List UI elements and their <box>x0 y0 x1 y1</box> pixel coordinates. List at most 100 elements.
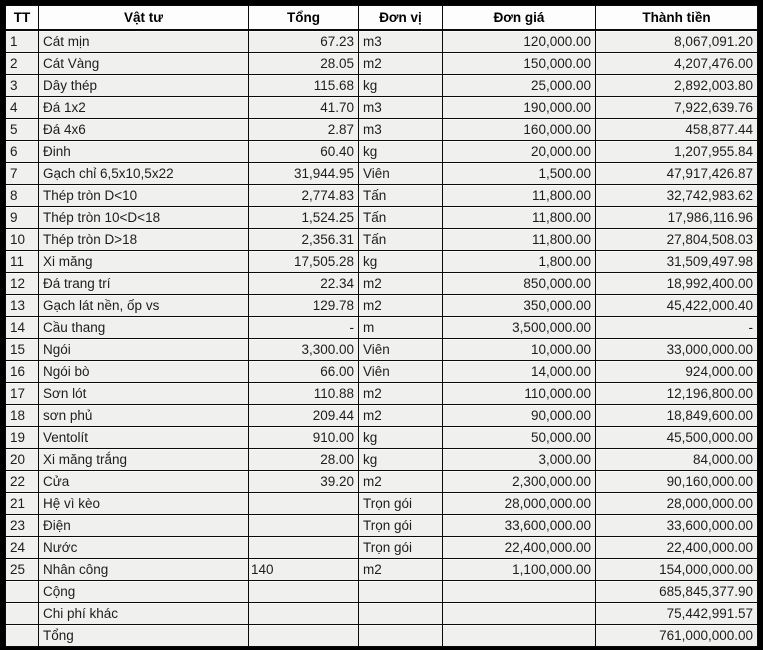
cell-thanh_tien: 90,160,000.00 <box>595 470 758 493</box>
cell-vat_tu: Thép tròn D<10 <box>38 184 249 207</box>
cell-tong: 67.23 <box>248 29 359 53</box>
cell-don_gia: 22,400,000.00 <box>442 536 596 559</box>
table-row: 16 Ngói bò 66.00 Viên 14,000.00 924,000.00 <box>5 360 758 383</box>
cell-don_vi: Tấn <box>358 184 443 207</box>
table-row: 4 Đá 1x2 41.70 m3 190,000.00 7,922,639.76 <box>5 96 758 119</box>
cell-don_gia: 190,000.00 <box>442 96 596 119</box>
cell-tong <box>248 580 359 603</box>
cell-vat_tu: sơn phủ <box>38 404 249 427</box>
cell-don_gia: 850,000.00 <box>442 272 596 295</box>
cell-don_vi <box>358 580 443 603</box>
cell-vat_tu: Tổng <box>38 624 249 647</box>
table-row: 6 Đinh 60.40 kg 20,000.00 1,207,955.84 <box>5 140 758 163</box>
cell-don_vi: m2 <box>358 294 443 317</box>
cell-vat_tu: Nhân công <box>38 558 249 581</box>
cell-vat_tu: Đá trang trí <box>38 272 249 295</box>
cell-tong: 140 <box>248 558 359 581</box>
cell-tong: 3,300.00 <box>248 338 359 361</box>
cell-don_gia: 3,000.00 <box>442 448 596 471</box>
table-row: 21 Hệ vì kèo Trọn gói 28,000,000.00 28,000,0… <box>5 492 758 515</box>
cell-vat_tu: Ventolít <box>38 426 249 449</box>
cell-thanh_tien: 32,742,983.62 <box>595 184 758 207</box>
cell-don_vi: m2 <box>358 52 443 75</box>
cell-vat_tu: Cát mịn <box>38 29 249 53</box>
cell-tt: 15 <box>5 338 39 361</box>
cell-don_gia: 14,000.00 <box>442 360 596 383</box>
cell-tt: 24 <box>5 536 39 559</box>
cell-tt: 19 <box>5 426 39 449</box>
table-row: 3 Dây thép 115.68 kg 25,000.00 2,892,003.80 <box>5 74 758 97</box>
cell-thanh_tien: 27,804,508.03 <box>595 228 758 251</box>
cell-thanh_tien: 33,600,000.00 <box>595 514 758 537</box>
table-row: 14 Cầu thang - m 3,500,000.00- <box>5 316 758 339</box>
cell-thanh_tien: 924,000.00 <box>595 360 758 383</box>
cell-don_vi: kg <box>358 74 443 97</box>
materials-cost-table: TT Vật tư Tổng Đơn vị Đơn giá Thành tiền 1 Cát… <box>5 5 758 647</box>
cell-don_gia: 1,800.00 <box>442 250 596 273</box>
column-header-thanh_tien: Thành tiền <box>595 5 758 31</box>
cell-vat_tu: Cửa <box>38 470 249 493</box>
table-row: 9 Thép tròn 10<D<18 1,524.25 Tấn 11,800.00 17… <box>5 206 758 229</box>
cell-don_gia: 120,000.00 <box>442 29 596 53</box>
cell-tt <box>5 602 39 625</box>
cell-don_vi: m2 <box>358 470 443 493</box>
cell-tong: 28.00 <box>248 448 359 471</box>
table-row: 17 Sơn lót 110.88 m2 110,000.00 12,196,800.00 <box>5 382 758 405</box>
cell-don_gia: 150,000.00 <box>442 52 596 75</box>
column-header-tong: Tổng <box>248 5 359 31</box>
cell-tt: 16 <box>5 360 39 383</box>
cell-don_gia: 33,600,000.00 <box>442 514 596 537</box>
cell-thanh_tien: 1,207,955.84 <box>595 140 758 163</box>
cell-tong: 31,944.95 <box>248 162 359 185</box>
cell-vat_tu: Đá 4x6 <box>38 118 249 141</box>
cell-tt: 12 <box>5 272 39 295</box>
cell-vat_tu: Dây thép <box>38 74 249 97</box>
table-row: 10 Thép tròn D>18 2,356.31 Tấn 11,800.00 27,8… <box>5 228 758 251</box>
cell-don_vi: m2 <box>358 382 443 405</box>
cell-tt: 11 <box>5 250 39 273</box>
cell-don_vi <box>358 602 443 625</box>
cell-don_vi: Trọn gói <box>358 536 443 559</box>
cell-don_gia: 2,300,000.00 <box>442 470 596 493</box>
cell-thanh_tien: 18,992,400.00 <box>595 272 758 295</box>
cell-don_vi: kg <box>358 250 443 273</box>
cell-tt: 10 <box>5 228 39 251</box>
cell-tong <box>248 492 359 515</box>
table-row: 19 Ventolít 910.00 kg 50,000.00 45,500,000.00 <box>5 426 758 449</box>
cell-don_gia: 25,000.00 <box>442 74 596 97</box>
cell-don_gia: 28,000,000.00 <box>442 492 596 515</box>
cell-vat_tu: Cầu thang <box>38 316 249 339</box>
cell-don_vi: kg <box>358 426 443 449</box>
cell-don_gia: 11,800.00 <box>442 228 596 251</box>
cell-tt: 21 <box>5 492 39 515</box>
cell-tong: 41.70 <box>248 96 359 119</box>
cell-don_vi: m3 <box>358 96 443 119</box>
cell-thanh_tien: 2,892,003.80 <box>595 74 758 97</box>
cell-tong: 129.78 <box>248 294 359 317</box>
cell-vat_tu: Thép tròn D>18 <box>38 228 249 251</box>
cell-don_vi: kg <box>358 140 443 163</box>
cell-thanh_tien: 8,067,091.20 <box>595 29 758 53</box>
cell-tt: 6 <box>5 140 39 163</box>
cell-tt: 8 <box>5 184 39 207</box>
cell-vat_tu: Nước <box>38 536 249 559</box>
cell-don_vi: Trọn gói <box>358 514 443 537</box>
cell-tong: 60.40 <box>248 140 359 163</box>
cell-tong: 209.44 <box>248 404 359 427</box>
cell-vat_tu: Gạch chỉ 6,5x10,5x22 <box>38 162 249 185</box>
cell-don_vi: Tấn <box>358 228 443 251</box>
cell-tong: 17,505.28 <box>248 250 359 273</box>
cell-tong: 1,524.25 <box>248 206 359 229</box>
cell-tt: 14 <box>5 316 39 339</box>
cell-vat_tu: Cát Vàng <box>38 52 249 75</box>
table-body: 1 Cát mịn 67.23 m3 120,000.00 8,067,091.20 2 Cá… <box>5 29 758 647</box>
cell-thanh_tien: 17,986,116.96 <box>595 206 758 229</box>
cell-vat_tu: Xi măng trắng <box>38 448 249 471</box>
cell-vat_tu: Sơn lót <box>38 382 249 405</box>
cell-thanh_tien: 761,000,000.00 <box>595 624 758 647</box>
cell-don_gia <box>442 602 596 625</box>
cell-don_vi: Tấn <box>358 206 443 229</box>
cell-don_gia: 20,000.00 <box>442 140 596 163</box>
cell-vat_tu: Cộng <box>38 580 249 603</box>
cell-tt: 7 <box>5 162 39 185</box>
